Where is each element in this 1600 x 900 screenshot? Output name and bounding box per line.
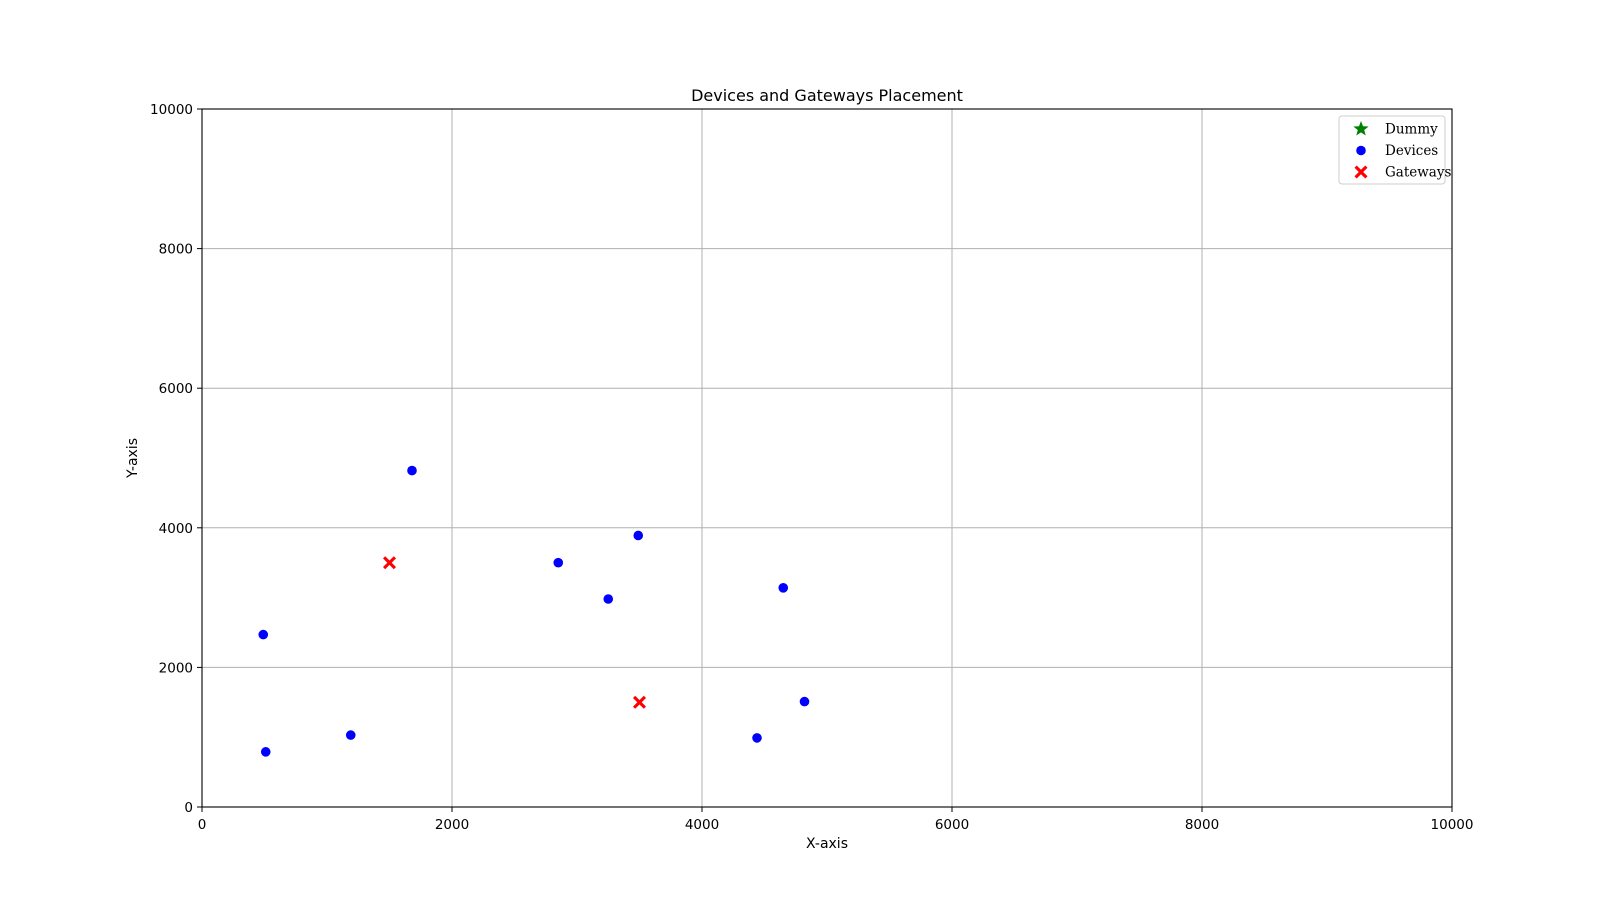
grid-layer bbox=[201, 108, 1453, 808]
x-tick-label: 6000 bbox=[935, 817, 969, 833]
x-tick-label: 10000 bbox=[1431, 817, 1474, 833]
x-tick-label: 8000 bbox=[1185, 817, 1219, 833]
devices-point bbox=[407, 465, 417, 476]
y-tick-label: 4000 bbox=[159, 521, 193, 537]
devices-point bbox=[553, 557, 564, 568]
x-tick-label: 4000 bbox=[685, 817, 719, 833]
y-tick-label: 6000 bbox=[159, 381, 193, 397]
plot-frame bbox=[201, 108, 1453, 808]
devices-point bbox=[799, 696, 810, 707]
devices-point bbox=[258, 629, 269, 640]
legend-marker-dummy bbox=[1353, 121, 1369, 136]
legend-marker-gateways bbox=[1354, 165, 1368, 179]
devices-point bbox=[752, 733, 762, 743]
y-tick-label: 10000 bbox=[150, 102, 193, 118]
gateways-point bbox=[383, 556, 396, 570]
devices-point bbox=[633, 530, 644, 541]
chart-title: Devices and Gateways Placement bbox=[691, 86, 963, 105]
marker-layer bbox=[258, 465, 810, 757]
x-axis-label: X-axis bbox=[806, 836, 848, 852]
legend: Dummy Devices Gateways bbox=[1338, 115, 1451, 185]
y-tick-label: 8000 bbox=[159, 242, 193, 258]
x-tick-label: 2000 bbox=[435, 817, 469, 833]
legend-label-devices: Devices bbox=[1385, 143, 1438, 159]
y-tick-label: 2000 bbox=[159, 660, 193, 676]
tick-layer: 0 2000 4000 6000 8000 10000 0 2000 4000 6000 8000 1… bbox=[150, 102, 1473, 833]
devices-point bbox=[345, 730, 356, 740]
devices-point bbox=[603, 594, 614, 604]
y-axis-label: Y-axis bbox=[125, 438, 141, 479]
devices-point bbox=[778, 583, 789, 593]
y-tick-label: 0 bbox=[184, 800, 193, 816]
legend-label-gateways: Gateways bbox=[1385, 165, 1451, 181]
legend-marker-devices bbox=[1356, 145, 1366, 156]
devices-point bbox=[260, 747, 271, 757]
gateways-point bbox=[633, 695, 646, 709]
x-tick-label: 0 bbox=[198, 817, 207, 833]
legend-label-dummy: Dummy bbox=[1385, 122, 1438, 138]
